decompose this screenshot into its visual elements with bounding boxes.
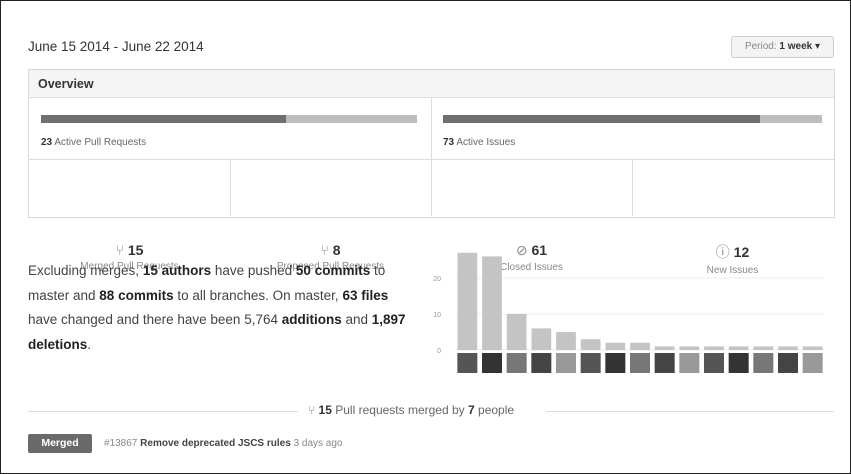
pr-number: #13867 — [104, 438, 137, 449]
author-avatar — [778, 353, 798, 373]
footer-text: Pull requests merged by — [335, 403, 464, 417]
author-avatar — [729, 353, 749, 373]
y-tick-label: 20 — [433, 276, 441, 283]
bar — [531, 328, 551, 350]
y-tick-label: 10 — [433, 312, 441, 319]
author-avatar — [803, 353, 823, 373]
pr-age: 3 days ago — [294, 438, 343, 449]
footer-people-label: people — [478, 403, 514, 417]
bar — [753, 346, 773, 350]
bar — [507, 314, 527, 350]
author-avatar — [605, 353, 625, 373]
author-avatar — [655, 353, 675, 373]
bar — [655, 346, 675, 350]
pr-row[interactable]: #13867 Remove deprecated JSCS rules 3 da… — [104, 438, 343, 449]
y-tick-label: 0 — [437, 348, 441, 355]
bar — [605, 343, 625, 350]
author-avatar — [630, 353, 650, 373]
bar — [556, 332, 576, 350]
bar — [482, 256, 502, 350]
bar — [778, 346, 798, 350]
bar — [704, 346, 724, 350]
bar — [581, 339, 601, 350]
author-avatar — [556, 353, 576, 373]
author-avatar — [531, 353, 551, 373]
author-avatar — [482, 353, 502, 373]
author-avatar — [704, 353, 724, 373]
author-avatar — [753, 353, 773, 373]
bar — [630, 343, 650, 350]
bar — [729, 346, 749, 350]
author-avatar — [581, 353, 601, 373]
footer-count: 15 — [319, 403, 332, 417]
merged-footer: ⑂ 15 Pull requests merged by 7 people — [308, 403, 514, 417]
bar — [457, 253, 477, 350]
footer-people-count: 7 — [468, 403, 475, 417]
author-avatar — [679, 353, 699, 373]
bar — [803, 346, 823, 350]
page: June 15 2014 - June 22 2014 Period: 1 we… — [0, 0, 851, 474]
author-avatar — [507, 353, 527, 373]
pr-title: Remove deprecated JSCS rules — [140, 438, 291, 449]
author-avatar — [457, 353, 477, 373]
bar — [679, 346, 699, 350]
status-badge: Merged — [28, 434, 92, 453]
